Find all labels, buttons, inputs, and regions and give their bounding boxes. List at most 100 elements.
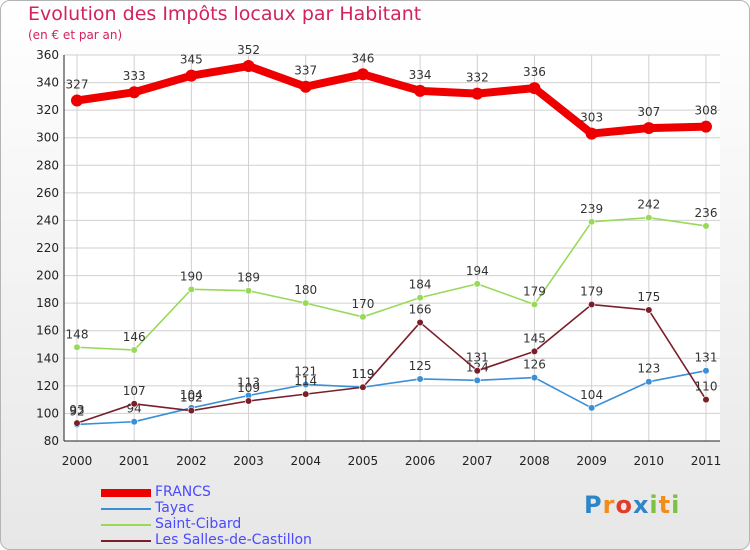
legend-swatch-les-salles-de-castillon <box>101 540 151 542</box>
point-saint-cibard-2005 <box>359 313 367 321</box>
point-francs-2009 <box>585 127 598 140</box>
legend-label-les-salles-de-castillon: Les Salles-de-Castillon <box>155 532 312 548</box>
data-label-francs-2004: 337 <box>294 64 317 78</box>
data-label-les-salles-de-castillon-2004: 114 <box>294 374 317 388</box>
data-label-francs-2002: 345 <box>180 53 203 67</box>
point-saint-cibard-2000 <box>73 343 81 351</box>
y-tick-label-300: 300 <box>36 131 59 145</box>
data-label-saint-cibard-2005: 170 <box>351 297 374 311</box>
point-les-salles-de-castillon-2002 <box>187 407 195 415</box>
data-label-les-salles-de-castillon-2001: 107 <box>123 384 146 398</box>
x-tick-label-2010: 2010 <box>634 454 665 468</box>
point-saint-cibard-2004 <box>302 299 310 307</box>
point-les-salles-de-castillon-2005 <box>359 383 367 391</box>
data-label-les-salles-de-castillon-2005: 119 <box>351 367 374 381</box>
point-les-salles-de-castillon-2007 <box>473 367 481 375</box>
y-tick-label-80: 80 <box>44 434 59 448</box>
chart-subtitle: (en € et par an) <box>28 28 123 42</box>
legend-item-saint-cibard: Saint-Cibard <box>101 516 361 533</box>
data-label-les-salles-de-castillon-2010: 175 <box>637 290 660 304</box>
data-label-francs-2007: 332 <box>466 71 489 85</box>
data-label-les-salles-de-castillon-2006: 166 <box>409 302 432 316</box>
x-tick-label-2002: 2002 <box>176 454 207 468</box>
y-tick-label-340: 340 <box>36 76 59 90</box>
series-line-les-salles-de-castillon <box>76 303 707 424</box>
data-label-les-salles-de-castillon-2000: 93 <box>69 403 84 417</box>
point-tayac-2001 <box>130 418 138 426</box>
data-label-tayac-2011: 131 <box>695 351 718 365</box>
data-label-saint-cibard-2004: 180 <box>294 283 317 297</box>
chart-title: Evolution des Impôts locaux par Habitant <box>28 3 422 25</box>
legend-label-saint-cibard: Saint-Cibard <box>155 516 242 532</box>
point-francs-2004 <box>299 80 312 93</box>
legend-item-les-salles-de-castillon: Les Salles-de-Castillon <box>101 532 361 549</box>
x-tick-label-2007: 2007 <box>462 454 493 468</box>
point-les-salles-de-castillon-2008 <box>530 347 539 355</box>
data-label-les-salles-de-castillon-2011: 110 <box>695 380 718 394</box>
data-label-saint-cibard-2006: 184 <box>409 278 432 292</box>
legend-label-tayac: Tayac <box>155 500 195 516</box>
point-saint-cibard-2007 <box>473 280 481 288</box>
data-label-saint-cibard-2010: 242 <box>637 198 660 212</box>
data-label-francs-2003: 352 <box>237 43 260 57</box>
series-line-saint-cibard <box>76 216 707 351</box>
legend-item-francs: FRANCS <box>101 484 361 501</box>
data-label-saint-cibard-2001: 146 <box>123 330 146 344</box>
y-tick-label-280: 280 <box>36 158 59 172</box>
point-tayac-2008 <box>530 373 539 382</box>
y-tick-label-240: 240 <box>36 213 59 227</box>
point-les-salles-de-castillon-2011 <box>702 396 710 404</box>
point-saint-cibard-2002 <box>187 285 195 293</box>
data-label-saint-cibard-2011: 236 <box>695 206 718 220</box>
point-tayac-2009 <box>588 404 596 412</box>
point-saint-cibard-2010 <box>645 214 653 222</box>
data-label-francs-2005: 346 <box>351 51 374 65</box>
y-tick-label-260: 260 <box>36 186 59 200</box>
data-label-tayac-2005: 119 <box>351 367 374 381</box>
data-label-tayac-2002: 104 <box>180 388 203 402</box>
data-label-tayac-2003: 113 <box>237 376 260 390</box>
data-label-les-salles-de-castillon-2009: 179 <box>580 285 603 299</box>
point-saint-cibard-2009 <box>588 218 596 226</box>
x-tick-label-2005: 2005 <box>348 454 379 468</box>
point-tayac-2004 <box>302 380 310 389</box>
legend-swatch-tayac <box>101 508 151 510</box>
point-les-salles-de-castillon-2010 <box>645 306 653 314</box>
point-les-salles-de-castillon-2001 <box>130 400 138 408</box>
point-francs-2002 <box>185 69 198 82</box>
y-tick-label-100: 100 <box>36 406 59 420</box>
point-les-salles-de-castillon-2009 <box>588 300 596 309</box>
data-label-saint-cibard-2002: 190 <box>180 269 203 283</box>
point-saint-cibard-2003 <box>244 287 253 295</box>
point-francs-2007 <box>471 87 484 100</box>
x-tick-label-2004: 2004 <box>290 454 321 468</box>
y-tick-label-140: 140 <box>36 351 59 365</box>
legend-label-francs: FRANCS <box>155 484 211 500</box>
point-francs-2010 <box>642 122 655 135</box>
data-label-saint-cibard-2008: 179 <box>523 285 546 299</box>
point-tayac-2006 <box>416 375 424 383</box>
point-tayac-2007 <box>473 376 481 384</box>
data-label-francs-2006: 334 <box>409 68 432 82</box>
point-saint-cibard-2001 <box>130 346 138 354</box>
point-les-salles-de-castillon-2004 <box>302 390 310 398</box>
x-tick-label-2006: 2006 <box>405 454 436 468</box>
legend-swatch-saint-cibard <box>101 524 151 526</box>
data-label-saint-cibard-2003: 189 <box>237 271 260 285</box>
series-line-francs <box>73 62 710 138</box>
data-label-francs-2010: 307 <box>637 105 660 119</box>
x-tick-label-2003: 2003 <box>233 454 264 468</box>
point-les-salles-de-castillon-2000 <box>73 419 81 427</box>
point-francs-2001 <box>128 86 141 99</box>
data-label-tayac-2010: 123 <box>637 362 660 376</box>
proxiti-logo: Proxiti <box>584 491 681 519</box>
y-tick-label-180: 180 <box>36 296 59 310</box>
data-label-les-salles-de-castillon-2002: 102 <box>180 391 203 405</box>
data-label-francs-2001: 333 <box>123 69 146 83</box>
data-label-tayac-2008: 126 <box>523 358 546 372</box>
data-label-saint-cibard-2000: 148 <box>66 327 89 341</box>
data-label-tayac-2004: 121 <box>294 364 317 378</box>
point-francs-2006 <box>414 84 427 97</box>
